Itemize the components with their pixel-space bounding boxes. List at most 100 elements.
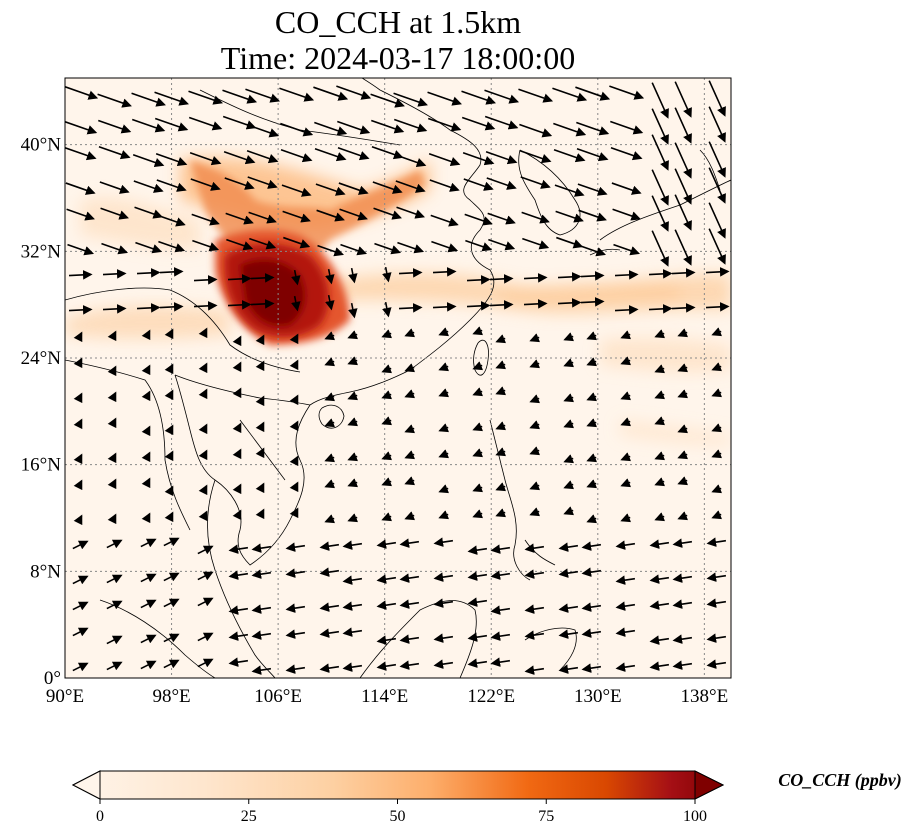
wind-arrow [466,301,491,311]
wind-arrow [519,150,552,164]
wind-arrow [141,425,151,437]
colorbar-tick-label: 50 [390,808,406,825]
wind-arrow [347,513,359,523]
wind-arrow [65,85,99,100]
wind-arrow [72,540,89,550]
wind-arrow [563,393,575,403]
wind-arrow [651,108,669,145]
wind-arrow [615,627,636,637]
wind-arrow [610,120,644,135]
wind-arrow [381,451,393,461]
wind-arrow [489,274,514,284]
wind-arrow [381,416,393,426]
wind-arrow [314,121,348,136]
wind-arrow [563,454,575,464]
wind-arrow [620,478,632,488]
lat-tick-label: 40°N [21,135,62,156]
wind-arrow [490,544,511,554]
wind-arrow [486,177,517,190]
wind-arrow [251,569,272,579]
wind-arrow [472,509,484,519]
wind-arrow [708,106,726,143]
wind-arrow [106,539,123,549]
wind-arrow [382,266,392,283]
wind-arrow [495,360,507,370]
wind-arrow [159,267,184,277]
wind-arrow [289,455,299,467]
wind-arrow [198,423,208,435]
wind-arrow [495,482,507,492]
wind-arrow [404,511,416,521]
wind-arrow [620,391,632,401]
wind-arrow [232,422,242,434]
wind-arrow [140,599,157,609]
wind-arrow [131,92,166,107]
wind-arrow [163,659,180,669]
wind-arrow [711,327,723,337]
wind-arrow [464,213,493,226]
wind-arrow [159,302,184,312]
wind-arrow [107,513,117,525]
wind-arrow [107,330,117,342]
wind-arrow [674,107,692,144]
wind-arrow [197,545,214,555]
wind-arrow [461,116,496,131]
wind-arrow [711,388,723,398]
lon-tick-label: 90°E [46,686,84,707]
wind-arrow [615,540,636,550]
wind-arrow [289,394,299,406]
colorbar-extend-low [71,770,101,800]
colorbar: 0 25 50 75 100 CO_CCH (ppbv) [71,770,902,825]
wind-arrow [73,453,83,465]
wind-arrow [134,206,163,219]
wind-arrow [490,570,511,580]
wind-arrow [141,390,151,402]
wind-arrow [376,635,397,645]
colorbar-tick-label: 0 [96,808,104,825]
wind-arrow [432,267,457,277]
wind-arrow [611,182,642,195]
wind-arrow [188,116,223,131]
wind-arrow [163,598,180,608]
wind-arrow [154,91,189,106]
wind-arrow [255,360,265,372]
wind-arrow [612,208,641,221]
map-background [65,78,731,678]
wind-arrow [620,330,632,340]
wind-arrow [347,391,359,401]
wind-arrow [522,237,550,250]
wind-arrow [674,168,692,205]
wind-arrow [228,605,249,615]
wind-arrow [348,267,358,284]
wind-arrow [397,241,425,254]
wind-arrow [65,146,97,161]
wind-arrow [648,269,673,279]
wind-arrow [325,294,335,311]
wind-arrow [706,572,727,582]
wind-arrow [563,332,575,342]
wind-arrow [429,179,460,192]
colorbar-ticks: 0 25 50 75 100 [96,799,707,825]
wind-arrow [73,418,83,430]
wind-arrow [578,209,607,222]
wind-arrow [428,153,461,167]
wind-arrow [317,244,344,257]
wind-arrow [319,663,340,673]
wind-arrow [558,629,579,639]
wind-arrow [398,303,423,313]
wind-arrow [484,115,519,130]
wind-arrow [524,569,545,579]
wind-arrow [553,122,587,137]
wind-arrow [164,424,174,436]
wind-arrow [337,120,371,135]
wind-arrow [672,538,693,548]
wind-arrow [467,545,488,555]
wind-arrow [198,484,208,496]
wind-arrow [404,476,416,486]
wind-arrow [620,513,632,523]
wind-arrow [136,268,161,278]
wind-arrow [342,627,363,637]
wind-arrow [228,631,249,641]
lon-tick-label: 122°E [467,686,515,707]
wind-arrow [651,82,669,119]
